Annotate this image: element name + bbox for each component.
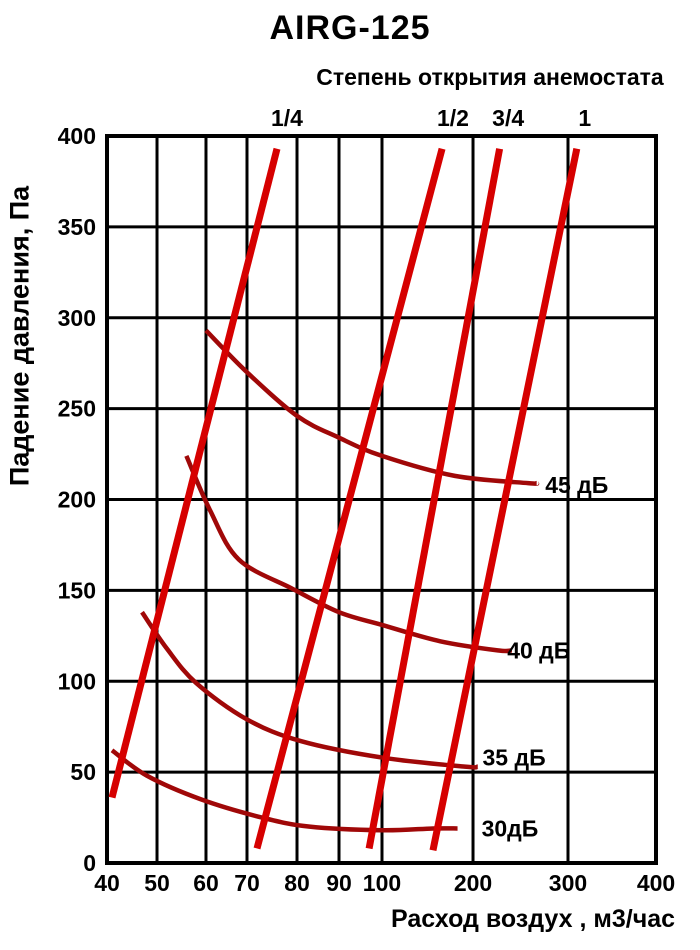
y-tick-label-50: 50 xyxy=(70,759,96,785)
y-tick-label-0: 0 xyxy=(83,850,96,876)
y-tick-label-350: 350 xyxy=(58,214,96,240)
noise-curve-label-45db: 45 дБ xyxy=(545,472,608,498)
x-tick-label-400: 400 xyxy=(637,870,675,896)
noise-curve-label-35db: 35 дБ xyxy=(483,745,546,771)
x-tick-label-80: 80 xyxy=(284,870,310,896)
noise-curve-label-30db: 30дБ xyxy=(482,815,539,841)
y-axis-title: Падение давления, Па xyxy=(4,185,35,487)
opening-line-1 xyxy=(429,148,581,851)
x-axis-title: Расход воздух , м3/час xyxy=(390,905,676,933)
x-tick-label-100: 100 xyxy=(363,870,401,896)
x-tick-label-50: 50 xyxy=(144,870,170,896)
x-tick-label-90: 90 xyxy=(326,870,352,896)
noise-curve-40db xyxy=(184,454,513,654)
opening-line-1-2 xyxy=(253,147,446,850)
x-tick-label-60: 60 xyxy=(193,870,219,896)
x-tick-label-40: 40 xyxy=(94,870,120,896)
y-tick-label-150: 150 xyxy=(58,577,96,603)
x-tick-label-300: 300 xyxy=(549,870,587,896)
top-tick-label-1: 1 xyxy=(578,105,591,131)
noise-curve-label-40db: 40 дБ xyxy=(507,637,570,663)
x-tick-label-200: 200 xyxy=(454,870,492,896)
top-tick-label-3/4: 3/4 xyxy=(492,105,524,131)
y-tick-label-300: 300 xyxy=(58,305,96,331)
x-tick-label-70: 70 xyxy=(234,870,260,896)
page-title: AIRG-125 xyxy=(269,9,431,47)
y-tick-label-200: 200 xyxy=(58,487,96,513)
y-tick-label-250: 250 xyxy=(58,396,96,422)
plot-border xyxy=(105,134,658,865)
opening-line-1-4 xyxy=(108,147,281,799)
top-axis-title: Степень открытия анемостата xyxy=(316,64,664,90)
top-tick-label-1/4: 1/4 xyxy=(271,105,303,131)
top-tick-label-1/2: 1/2 xyxy=(437,105,469,131)
noise-curve-30db xyxy=(110,748,458,833)
opening-line-3-4 xyxy=(365,148,504,850)
y-tick-label-100: 100 xyxy=(58,668,96,694)
y-tick-label-400: 400 xyxy=(58,123,96,149)
